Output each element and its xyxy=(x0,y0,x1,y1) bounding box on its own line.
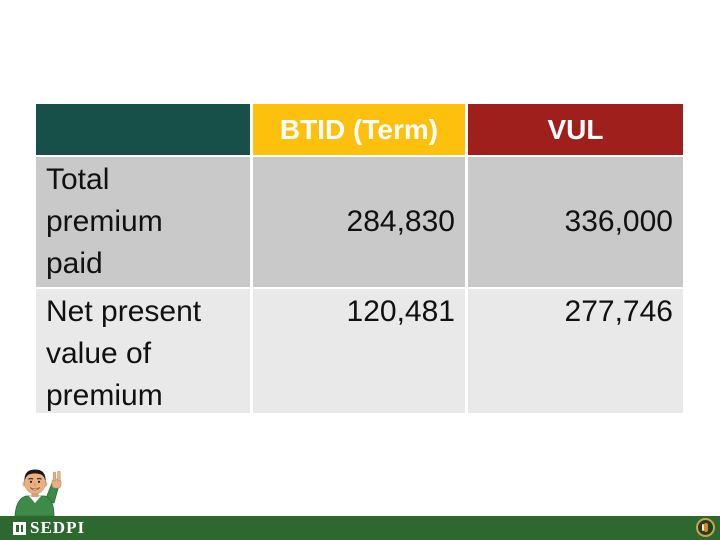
sedpi-logo-icon xyxy=(13,521,26,535)
info-icon xyxy=(696,518,715,537)
table-header-vul: VUL xyxy=(468,104,683,155)
sedpi-brand: SEDPI xyxy=(13,516,85,540)
value-npv-vul: 277,746 xyxy=(468,289,683,413)
value-total-premium-btid: 284,830 xyxy=(253,157,465,287)
footer-bar: SEDPI xyxy=(0,516,720,540)
table-header-btid: BTID (Term) xyxy=(253,104,465,155)
value-npv-btid: 120,481 xyxy=(253,289,465,413)
row-label-total-premium-paid: Total premium paid xyxy=(36,157,250,287)
mascot-character-icon xyxy=(14,469,62,516)
row-label-net-present-value: Net present value of premium xyxy=(36,289,250,413)
value-total-premium-vul: 336,000 xyxy=(468,157,683,287)
table-header-blank xyxy=(36,104,250,155)
comparison-table: BTID (Term) VUL Total premium paid 284,8… xyxy=(36,104,683,413)
sedpi-brand-name: SEDPI xyxy=(30,518,86,537)
